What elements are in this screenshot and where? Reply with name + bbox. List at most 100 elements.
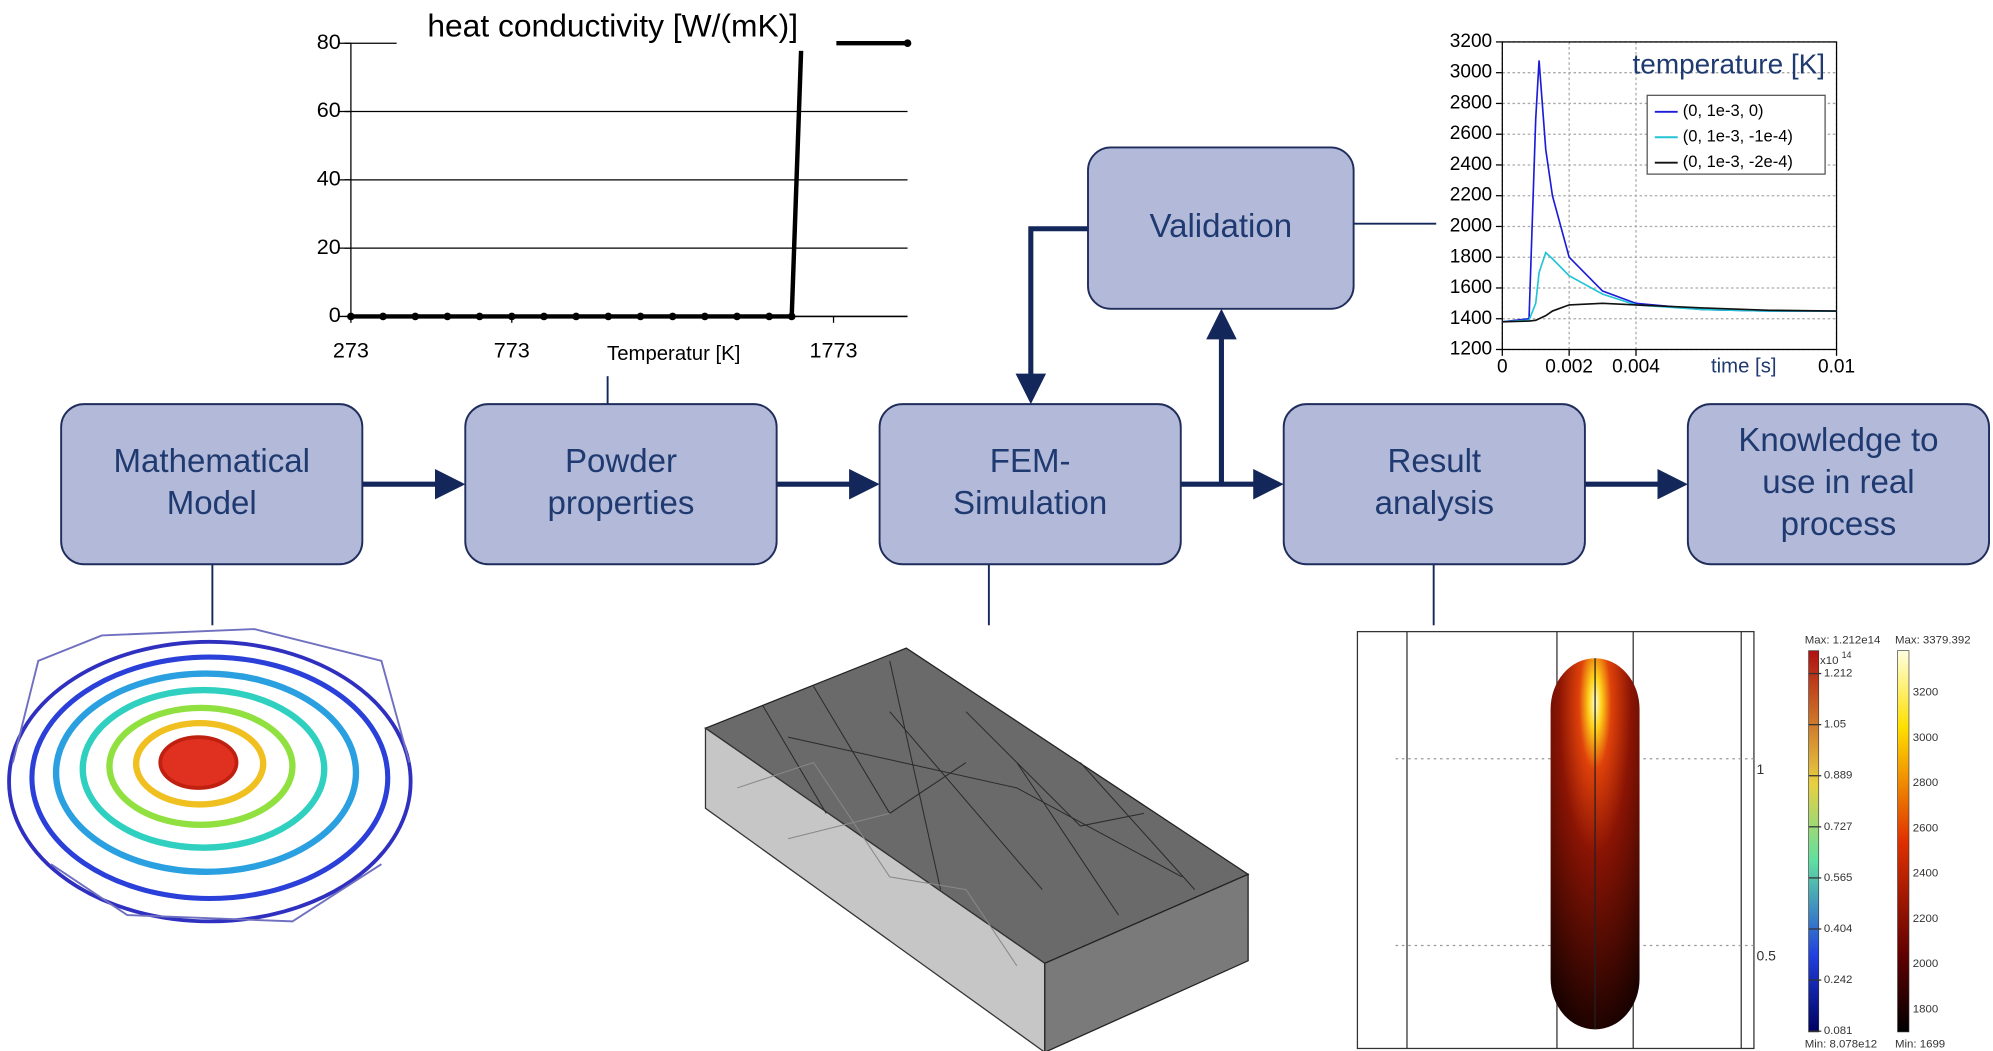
- y-tick-label: 2000: [1450, 215, 1492, 236]
- legend-label: (0, 1e-3, 0): [1683, 101, 1764, 120]
- exponent-power: 14: [1842, 650, 1852, 660]
- colorbar-label: 0.081: [1824, 1025, 1853, 1037]
- node: Mathematical Model: [61, 404, 362, 564]
- colorbar-label: 3000: [1913, 732, 1938, 744]
- node-label: properties: [548, 485, 695, 522]
- colorbar-label: 0.242: [1824, 974, 1853, 986]
- point: [572, 313, 580, 321]
- legend: (0, 1e-3, 0) (0, 1e-3, -1e-4) (0, 1e-3, -2…: [1647, 95, 1825, 174]
- node-label: Result: [1387, 443, 1481, 480]
- y-tick-label: 1600: [1450, 277, 1492, 298]
- node-label: Model: [167, 485, 257, 522]
- node-label: Knowledge to: [1738, 422, 1938, 459]
- colorbar-label: 0.404: [1824, 923, 1853, 935]
- colorbar-label: 0.565: [1824, 872, 1853, 884]
- point: [637, 313, 645, 321]
- x-tick-label: 273: [333, 338, 369, 363]
- legend-label: (0, 1e-3, -2e-4): [1683, 152, 1793, 171]
- mesh-ring: [160, 737, 236, 788]
- colorbar-label: 1.212: [1824, 668, 1853, 680]
- y-tick-label: 1400: [1450, 308, 1492, 329]
- point: [765, 313, 773, 321]
- node-label: Simulation: [953, 485, 1107, 522]
- chart-title: heat conductivity [W/(mK)]: [427, 7, 798, 43]
- colorbar-label: 2400: [1913, 868, 1938, 880]
- node: Powder properties: [465, 404, 776, 564]
- y-tick-label: 2600: [1450, 123, 1492, 144]
- x-axis-label: Temperatur [K]: [607, 343, 740, 365]
- node-label: Mathematical: [114, 443, 310, 480]
- colorbar-label: 2000: [1913, 958, 1938, 970]
- point: [788, 313, 796, 321]
- arrow: [1031, 229, 1088, 399]
- chart-title: temperature [K]: [1633, 48, 1826, 79]
- temperature-chart: 1200 1400 1600 1800 2000 2200 2400 2600 2800 3000…: [1450, 31, 1855, 378]
- colorbar-label: 0.889: [1824, 770, 1853, 782]
- node-label: Powder: [565, 443, 677, 480]
- x-tick-label: 773: [494, 338, 530, 363]
- point: [604, 313, 612, 321]
- node: FEM- Simulation: [880, 404, 1181, 564]
- node-label: analysis: [1375, 485, 1494, 522]
- y-tick-label: 3000: [1450, 62, 1492, 83]
- x-tick-label: 1773: [810, 338, 858, 363]
- node: Result analysis: [1284, 404, 1585, 564]
- colorbar: [1809, 651, 1819, 1032]
- y-tick-label: 2800: [1450, 92, 1492, 113]
- x-tick-label: 0.002: [1545, 356, 1593, 377]
- point: [733, 313, 741, 321]
- fem-image: [705, 648, 1248, 1051]
- conductivity-chart: 0 20 40 60 80 273 773 1773 heat conductivity [W/…: [317, 7, 912, 365]
- y-tick-label: 2400: [1450, 154, 1492, 175]
- axis-label: 1: [1756, 761, 1764, 777]
- y-tick-label: 2200: [1450, 185, 1492, 206]
- point: [476, 313, 484, 321]
- max-label: Max: 3379.392: [1895, 635, 1971, 647]
- y-tick-label: 0: [329, 302, 341, 327]
- point: [669, 313, 677, 321]
- exponent: x10: [1820, 655, 1838, 667]
- colorplot-labels: Max: 1.212e14 Max: 3379.392 Min: 8.078e12 M…: [1756, 635, 1970, 1051]
- axis-label: 0.5: [1756, 948, 1776, 964]
- colorbar-label: 2200: [1913, 913, 1938, 925]
- y-tick-label: 1800: [1450, 246, 1492, 267]
- point: [347, 313, 355, 321]
- point: [701, 313, 709, 321]
- min-label: Min: 1699: [1895, 1039, 1945, 1051]
- x-axis-label: time [s]: [1711, 356, 1777, 378]
- y-tick-label: 40: [317, 166, 341, 191]
- x-tick-label: 0: [1497, 356, 1508, 377]
- point: [379, 313, 387, 321]
- point: [444, 313, 452, 321]
- node-label: use in real: [1762, 464, 1914, 501]
- point: [508, 313, 516, 321]
- colorbar-label: 2800: [1913, 777, 1938, 789]
- colorbar-label: 2600: [1913, 822, 1938, 834]
- node-label: FEM-: [990, 443, 1071, 480]
- point: [540, 313, 548, 321]
- node: Validation: [1088, 147, 1354, 308]
- mesh-image: [9, 629, 411, 921]
- colorbar-label: 0.727: [1824, 821, 1853, 833]
- node: Knowledge to use in real process: [1688, 404, 1989, 564]
- y-tick-label: 20: [317, 234, 341, 259]
- node-label: process: [1781, 506, 1897, 543]
- legend-label: (0, 1e-3, -1e-4): [1683, 127, 1793, 146]
- y-tick-label: 3200: [1450, 31, 1492, 52]
- y-tick-label: 80: [317, 29, 341, 54]
- max-label: Max: 1.212e14: [1805, 635, 1881, 647]
- x-tick-label: 0.004: [1612, 356, 1660, 377]
- colorbar-label: 3200: [1913, 687, 1938, 699]
- node-label: Validation: [1149, 208, 1292, 245]
- x-tick-label: 0.01: [1818, 356, 1855, 377]
- colorbar-label: 1800: [1913, 1003, 1938, 1015]
- diagram: Mathematical Model Powder properties FEM- Sim…: [0, 0, 1993, 1051]
- point: [904, 39, 912, 47]
- colorbar: [1898, 651, 1909, 1032]
- y-tick-label: 60: [317, 97, 341, 122]
- series-line: [1502, 303, 1836, 321]
- page: { "nodes": [ {"lines": ["Mathematical", …: [0, 0, 1993, 1051]
- min-label: Min: 8.078e12: [1805, 1039, 1877, 1051]
- y-tick-label: 1200: [1450, 339, 1492, 360]
- colorbar-label: 1.05: [1824, 719, 1846, 731]
